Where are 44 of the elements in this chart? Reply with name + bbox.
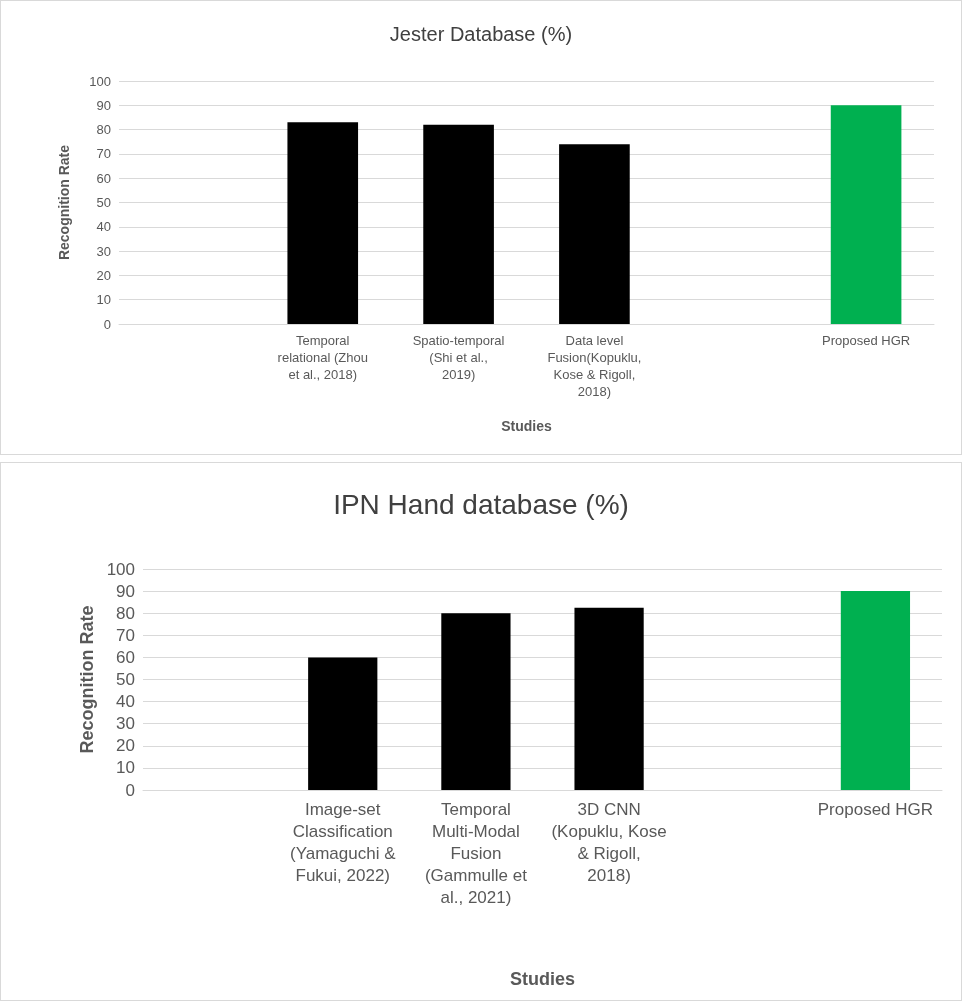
y-axis-title: Recognition Rate (56, 144, 72, 261)
chart-title: Jester Database (%) (389, 23, 573, 45)
y-axis-title: Recognition Rate (76, 605, 97, 754)
bar (830, 105, 902, 324)
y-tick-label: 20 (116, 736, 135, 756)
y-tick-label: 70 (96, 146, 111, 162)
x-tick-label: Temporal relational (Zhou et al., 2018) (277, 332, 368, 382)
y-tick-label: 10 (116, 758, 135, 778)
x-tick-label: Temporal Multi-Modal Fusion (Gammulle et al., 2021) (424, 799, 528, 907)
y-tick-label: 20 (96, 267, 111, 283)
x-tick-label: Proposed HGR (817, 799, 934, 819)
y-tick-label: 80 (116, 603, 135, 623)
y-tick-label: 50 (96, 195, 111, 210)
y-tick-label: 100 (89, 73, 111, 89)
y-tick-label: 40 (116, 692, 135, 712)
bar (574, 607, 644, 790)
bar (559, 144, 630, 324)
y-tick-label: 30 (96, 243, 111, 259)
y-tick-label: 70 (116, 625, 135, 645)
chart-title: IPN Hand database (%) (333, 488, 629, 520)
bar (308, 657, 378, 790)
bar (423, 124, 494, 324)
y-tick-label: 60 (116, 647, 135, 667)
x-tick-label: Image-set Classification (Yamaguchi & Fukui, 2022) (289, 799, 397, 885)
x-tick-label: 3D CNN (Kopuklu, Kose & Rigoll, 2018) (551, 799, 667, 885)
y-tick-label: 90 (116, 581, 135, 601)
y-tick-label: 100 (106, 559, 135, 579)
y-tick-label: 30 (116, 714, 135, 734)
x-axis-title: Studies (509, 969, 576, 989)
bar (441, 613, 511, 790)
y-tick-label: 10 (96, 292, 111, 308)
bar (287, 122, 359, 324)
y-tick-label: 40 (96, 219, 111, 235)
y-tick-label: 60 (96, 170, 111, 186)
bar (840, 591, 911, 790)
y-tick-label: 0 (125, 780, 135, 800)
x-tick-label: Spatio-temporal (Shi et al., 2019) (412, 332, 505, 382)
y-tick-label: 90 (96, 97, 111, 113)
x-tick-label: Data level Fusion(Kopuklu, Kose & Rigoll, 2018) (547, 332, 642, 399)
x-axis-title: Studies (501, 418, 552, 434)
y-tick-label: 0 (103, 316, 111, 332)
x-tick-label: Proposed HGR (822, 332, 911, 348)
y-tick-label: 50 (116, 670, 135, 689)
y-tick-label: 80 (96, 122, 111, 138)
